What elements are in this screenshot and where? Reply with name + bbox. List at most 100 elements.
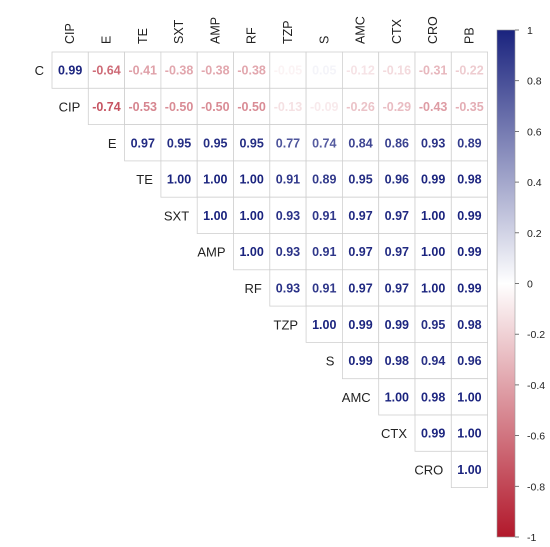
cell-value-label: 0.94 [421, 354, 445, 368]
colorbar-tick-label: -1 [527, 532, 536, 544]
cell-value-label: 0.96 [385, 173, 409, 187]
colorbar-gradient [496, 29, 516, 538]
colorbar-tick-label: 0.6 [527, 126, 542, 138]
cell-value-label: 0.99 [457, 209, 481, 223]
cell-value-label: -0.50 [201, 100, 230, 114]
column-label: E [99, 36, 113, 44]
cell-value-label: 1.00 [239, 245, 263, 259]
row-label: C [35, 63, 44, 78]
heatmap-cell [341, 87, 380, 126]
column-label: SXT [172, 19, 186, 44]
cell-value-label: 0.99 [58, 64, 82, 78]
heatmap-cell [233, 124, 271, 162]
row-label: TZP [274, 317, 299, 332]
heatmap-cell [305, 51, 343, 89]
cell-value-label: 0.98 [385, 354, 409, 368]
heatmap-cell [450, 87, 488, 126]
heatmap-cell [378, 269, 416, 307]
row-label: AMP [197, 245, 225, 260]
column-label: TZP [281, 20, 295, 44]
heatmap-cell [51, 51, 89, 89]
heatmap-cell [305, 87, 343, 126]
colorbar-tick-label: -0.4 [527, 380, 545, 392]
heatmap-cell [414, 87, 452, 126]
heatmap-cell [450, 51, 488, 89]
heatmap-cell [378, 196, 416, 234]
cell-value-label: 0.99 [457, 281, 481, 295]
cell-value-label: 0.91 [312, 281, 336, 295]
cell-value-label: -0.53 [129, 100, 158, 114]
heatmap-cell [414, 414, 452, 452]
cell-value-label: 0.95 [167, 136, 191, 150]
cell-value-label: -0.22 [455, 64, 484, 78]
cell-value-label: 0.05 [312, 64, 336, 78]
cell-value-label: 0.93 [276, 209, 300, 223]
cell-value-label: -0.74 [92, 100, 121, 114]
heatmap-cell [196, 87, 234, 126]
cell-value-label: 0.74 [312, 136, 336, 150]
colorbar-tick-label: 1 [527, 25, 533, 37]
cell-value-label: 1.00 [203, 173, 227, 187]
heatmap-cell [305, 196, 343, 234]
cell-value-label: -0.09 [310, 100, 339, 114]
heatmap-cell [305, 124, 343, 162]
heatmap-cell [233, 233, 271, 271]
heatmap-cell [196, 196, 234, 234]
cell-value-label: 1.00 [421, 209, 445, 223]
colorbar-tick-label: 0.4 [527, 177, 542, 189]
row-label: CTX [381, 426, 407, 441]
colorbar: 1 0.8 0.6 0.4 0.2 0 -0.2 -0.4 -0.6 -0.8 -1 [496, 25, 545, 544]
cell-value-label: -0.35 [455, 100, 484, 114]
cell-value-label: 0.95 [348, 173, 372, 187]
heatmap-cell [305, 305, 343, 343]
colorbar-tick-label: 0 [527, 279, 533, 291]
heatmap-cell [305, 269, 343, 307]
column-label: S [317, 36, 331, 44]
heatmap-cell [414, 305, 452, 343]
row-label: AMC [342, 390, 371, 405]
heatmap-cell [233, 160, 271, 198]
column-label: TE [136, 28, 150, 44]
cell-value-label: 0.97 [348, 209, 372, 223]
heatmap-cell [233, 51, 271, 89]
heatmap-cell [87, 87, 126, 126]
cell-value-label: 1.00 [167, 173, 191, 187]
cell-value-label: 1.00 [385, 390, 409, 404]
cell-value-label: -0.12 [346, 64, 375, 78]
heatmap-cell [124, 87, 162, 126]
column-label: PB [462, 27, 476, 44]
cell-value-label: 0.98 [421, 390, 445, 404]
cell-value-label: 0.97 [131, 136, 155, 150]
column-label: AMC [354, 16, 368, 44]
cell-value-label: 1.00 [457, 427, 481, 441]
heatmap-cell [341, 160, 380, 198]
cell-value-label: 0.97 [385, 209, 409, 223]
cell-value-label: 1.00 [312, 318, 336, 332]
cell-value-label: 0.99 [348, 354, 372, 368]
heatmap-cell [341, 196, 380, 234]
cell-value-label: 0.98 [457, 318, 481, 332]
heatmap-cell [414, 196, 452, 234]
heatmap-cell [414, 233, 452, 271]
cell-value-label: 1.00 [421, 245, 445, 259]
cell-value-label: 1.00 [421, 281, 445, 295]
row-label: E [108, 136, 117, 151]
heatmap-cell [269, 160, 307, 198]
colorbar-tick-label: 0.2 [527, 228, 542, 240]
cell-value-label: 0.97 [385, 245, 409, 259]
colorbar-tick-label: -0.6 [527, 431, 545, 443]
cell-value-label: 1.00 [239, 209, 263, 223]
colorbar-tick-label: 0.8 [527, 76, 542, 88]
row-label: S [326, 354, 335, 369]
cell-value-label: 0.77 [276, 136, 300, 150]
cell-value-label: 0.89 [457, 136, 481, 150]
heatmap-cell [450, 160, 488, 198]
cell-value-label: -0.38 [237, 64, 266, 78]
cell-value-label: 0.97 [348, 281, 372, 295]
cell-value-label: 0.97 [348, 245, 372, 259]
cell-value-label: 0.84 [348, 136, 372, 150]
heatmap-cell [160, 160, 198, 198]
cell-value-label: 0.89 [312, 173, 336, 187]
cell-value-label: 0.95 [421, 318, 445, 332]
